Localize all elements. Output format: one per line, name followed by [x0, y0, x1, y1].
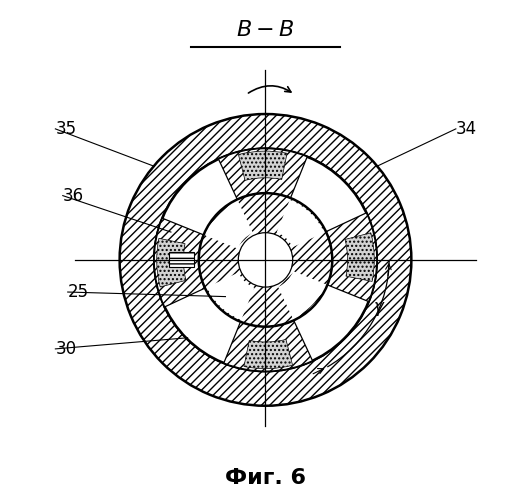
Circle shape [199, 193, 332, 326]
Wedge shape [157, 238, 186, 287]
Wedge shape [154, 218, 205, 307]
Wedge shape [326, 213, 377, 302]
Text: 25: 25 [68, 283, 89, 301]
Wedge shape [244, 340, 293, 368]
Text: 36: 36 [63, 186, 84, 204]
Text: $B-B$: $B-B$ [236, 20, 295, 40]
Text: Фиг. 6: Фиг. 6 [225, 468, 306, 488]
Wedge shape [345, 233, 374, 281]
Wedge shape [278, 271, 326, 318]
Text: 30: 30 [55, 340, 76, 358]
Wedge shape [205, 201, 253, 248]
Text: 35: 35 [55, 120, 76, 138]
Circle shape [119, 114, 412, 406]
Circle shape [154, 148, 377, 371]
Wedge shape [238, 151, 287, 180]
Wedge shape [218, 148, 307, 200]
Bar [169, 252, 194, 268]
Wedge shape [277, 200, 324, 247]
Text: 34: 34 [456, 120, 477, 138]
Wedge shape [207, 272, 254, 320]
Circle shape [238, 232, 293, 287]
Wedge shape [119, 114, 412, 406]
Wedge shape [224, 320, 313, 371]
Text: $\gamma$: $\gamma$ [373, 300, 386, 318]
